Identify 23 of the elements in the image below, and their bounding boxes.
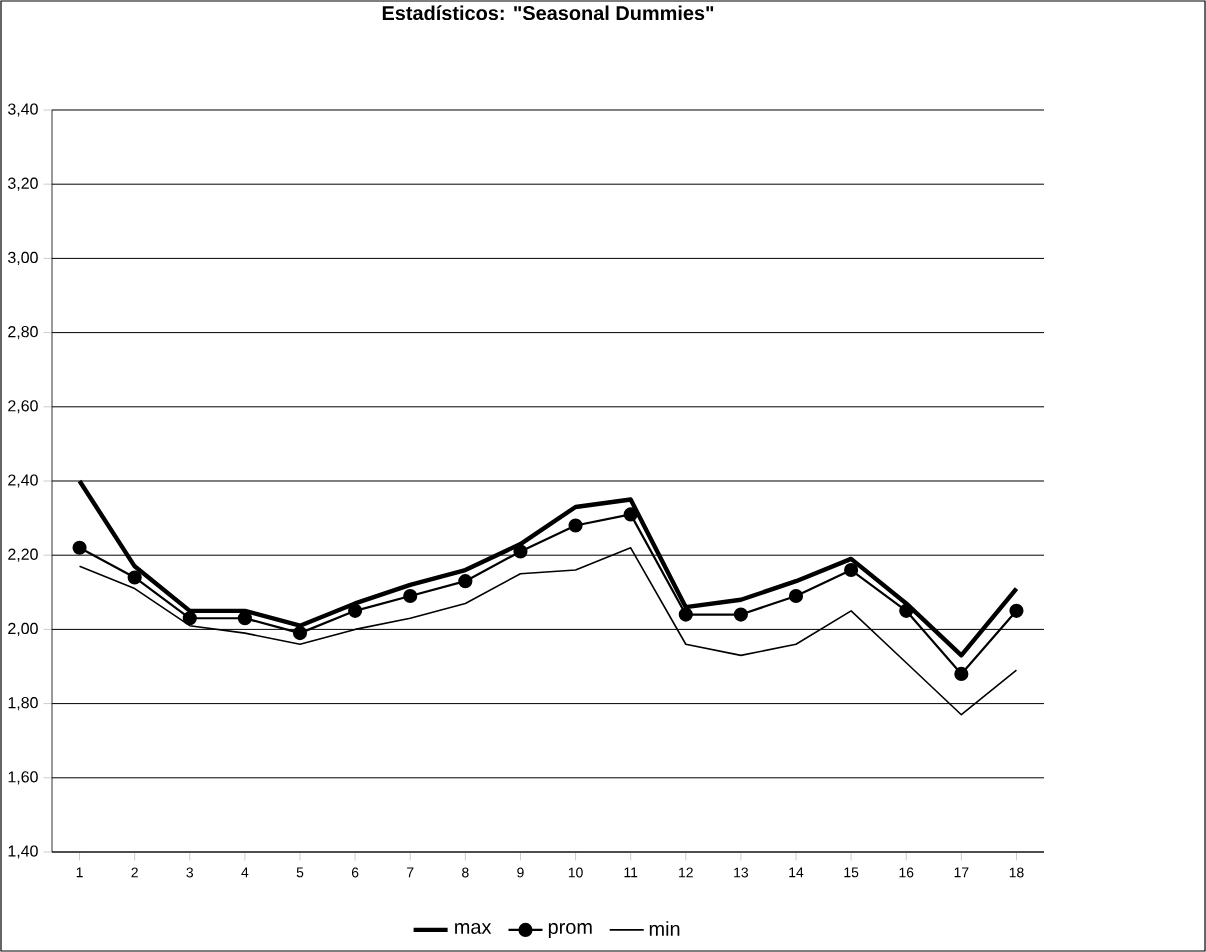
- legend-label: prom: [548, 923, 592, 938]
- point: [513, 544, 528, 559]
- legend-label: min: [649, 921, 680, 936]
- point: [237, 611, 252, 626]
- point: [733, 607, 748, 622]
- line-series: [78, 546, 1018, 716]
- point: [623, 507, 638, 522]
- point: [458, 574, 473, 589]
- point: [403, 588, 418, 604]
- point: [788, 588, 804, 604]
- point: [1009, 603, 1024, 618]
- point: [127, 570, 142, 585]
- point: [568, 518, 583, 533]
- point: [292, 626, 308, 641]
- chart-title: Estadísticos: "Seasonal Dummies": [382, 5, 714, 21]
- point: [72, 540, 87, 555]
- point: [844, 562, 859, 578]
- point: [678, 607, 693, 622]
- point: [182, 611, 197, 626]
- point: [348, 603, 363, 618]
- point: [899, 603, 914, 618]
- point: [954, 666, 969, 681]
- legend-label: max: [455, 923, 492, 934]
